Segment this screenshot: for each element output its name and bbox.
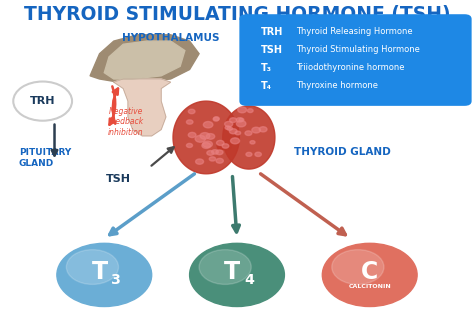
Ellipse shape xyxy=(332,250,384,284)
Polygon shape xyxy=(104,41,185,79)
Circle shape xyxy=(206,134,215,139)
Circle shape xyxy=(202,143,210,149)
Text: T₃: T₃ xyxy=(261,63,272,73)
Circle shape xyxy=(216,150,223,155)
Circle shape xyxy=(200,133,210,139)
Text: C: C xyxy=(361,260,378,284)
Text: HYPOTHALAMUS: HYPOTHALAMUS xyxy=(122,33,219,43)
Circle shape xyxy=(259,127,267,132)
Circle shape xyxy=(207,150,214,155)
Circle shape xyxy=(188,109,195,114)
Ellipse shape xyxy=(227,142,231,149)
Ellipse shape xyxy=(66,250,118,284)
Circle shape xyxy=(211,150,219,154)
Circle shape xyxy=(238,107,246,113)
Text: THYROID STIMULATING HORMONE (TSH): THYROID STIMULATING HORMONE (TSH) xyxy=(24,5,450,24)
Circle shape xyxy=(213,117,219,121)
Circle shape xyxy=(216,158,223,163)
Text: PITUITARY
GLAND: PITUITARY GLAND xyxy=(19,148,71,168)
Ellipse shape xyxy=(225,142,230,149)
Ellipse shape xyxy=(224,142,228,149)
Polygon shape xyxy=(223,106,275,169)
Circle shape xyxy=(255,152,261,156)
Circle shape xyxy=(225,126,230,130)
Text: TSH: TSH xyxy=(106,173,131,184)
Text: Thyroid Stimulating Hormone: Thyroid Stimulating Hormone xyxy=(296,45,420,54)
Ellipse shape xyxy=(220,142,225,149)
Text: TRH: TRH xyxy=(30,96,55,106)
Text: Thyroxine hormone: Thyroxine hormone xyxy=(296,81,378,90)
Ellipse shape xyxy=(217,142,222,149)
Polygon shape xyxy=(90,35,199,82)
Text: T: T xyxy=(91,260,108,284)
FancyBboxPatch shape xyxy=(239,14,472,106)
Text: T₄: T₄ xyxy=(261,81,272,91)
Circle shape xyxy=(230,138,239,144)
Circle shape xyxy=(89,159,148,198)
Polygon shape xyxy=(114,79,171,136)
Text: TRH: TRH xyxy=(261,27,283,37)
Circle shape xyxy=(235,131,241,135)
Text: Negative
feedback
inhibition: Negative feedback inhibition xyxy=(108,107,144,137)
Ellipse shape xyxy=(57,243,152,307)
Circle shape xyxy=(229,129,237,134)
Text: 4: 4 xyxy=(244,273,254,287)
Ellipse shape xyxy=(221,142,226,149)
Text: T: T xyxy=(224,260,240,284)
Ellipse shape xyxy=(222,142,227,149)
Circle shape xyxy=(13,82,72,121)
Text: 3: 3 xyxy=(111,273,121,287)
Circle shape xyxy=(246,152,252,156)
Circle shape xyxy=(225,121,233,127)
Circle shape xyxy=(237,118,243,122)
Circle shape xyxy=(247,109,253,112)
Circle shape xyxy=(196,159,203,164)
Circle shape xyxy=(245,131,252,136)
Circle shape xyxy=(229,118,237,123)
Circle shape xyxy=(203,122,213,128)
Circle shape xyxy=(209,157,216,161)
Text: CALCITONIN: CALCITONIN xyxy=(348,284,391,289)
Circle shape xyxy=(195,135,206,142)
Circle shape xyxy=(252,127,261,133)
Text: Thyroid Releasing Hormone: Thyroid Releasing Hormone xyxy=(296,27,413,36)
Ellipse shape xyxy=(199,250,251,284)
Circle shape xyxy=(217,140,224,145)
Polygon shape xyxy=(173,101,239,174)
Circle shape xyxy=(203,141,212,147)
Ellipse shape xyxy=(322,243,417,307)
Circle shape xyxy=(239,118,244,121)
Circle shape xyxy=(186,120,193,124)
Circle shape xyxy=(237,120,246,127)
Text: TSH: TSH xyxy=(261,45,283,55)
Circle shape xyxy=(186,143,192,148)
Circle shape xyxy=(222,144,229,148)
Circle shape xyxy=(213,117,219,121)
Ellipse shape xyxy=(219,142,223,149)
Ellipse shape xyxy=(190,243,284,307)
Circle shape xyxy=(250,141,255,144)
Text: Triiodothyronine hormone: Triiodothyronine hormone xyxy=(296,63,405,72)
Circle shape xyxy=(188,132,196,137)
Text: THYROID GLAND: THYROID GLAND xyxy=(294,147,391,157)
Circle shape xyxy=(227,127,232,131)
